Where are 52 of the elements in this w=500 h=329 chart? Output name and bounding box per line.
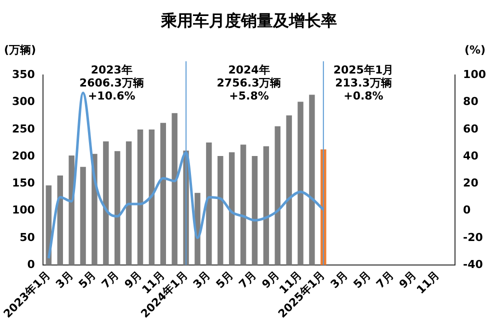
bar (263, 146, 270, 266)
bar (252, 156, 258, 266)
y2-tick-label: 60 (463, 122, 479, 136)
y-tick-label: 350 (12, 68, 36, 82)
bar (228, 152, 235, 266)
bar (103, 141, 109, 266)
bar (68, 155, 74, 266)
bar (160, 122, 166, 266)
x-tick-label: 7月 (99, 268, 122, 292)
bar (298, 102, 304, 266)
bar (126, 141, 132, 266)
y2-axis-title: (%) (464, 44, 486, 57)
y-tick-label: 0 (27, 258, 36, 271)
bar (148, 129, 155, 266)
y2-tick-label: 80 (463, 95, 479, 108)
bar (274, 126, 280, 266)
x-tick-label: 3月 (190, 268, 214, 292)
y2-tick-label: 100 (463, 68, 486, 82)
y-tick-label: 250 (12, 122, 36, 136)
x-tick-label: 7月 (374, 268, 396, 292)
bar (137, 129, 144, 266)
y2-tick-label: -20 (463, 230, 484, 244)
bar (309, 94, 315, 266)
y-tick-label: 300 (12, 95, 36, 108)
annotation: 2025年1月 213.3万辆 +0.8% (333, 64, 394, 103)
y2-tick-label: 40 (463, 149, 479, 162)
bar (286, 115, 292, 266)
y-tick-label: 150 (12, 176, 36, 190)
y-tick-label: 50 (20, 230, 36, 244)
bar (114, 151, 120, 266)
y-tick-label: 200 (12, 149, 36, 162)
x-tick-label: 11月 (414, 268, 442, 296)
y-axis-title: (万辆) (4, 44, 36, 57)
chart-title: 乘用车月度销量及增长率 (160, 10, 337, 30)
x-tick-label: 5月 (214, 268, 236, 292)
bar (218, 156, 224, 266)
bar (206, 142, 212, 266)
bar (172, 113, 178, 266)
bar (57, 176, 63, 266)
y2-tick-label: 20 (463, 176, 479, 190)
annotation: 2024年 2756.3万辆 +5.8% (216, 64, 282, 103)
y2-tick-label: 0 (463, 204, 472, 217)
y2-tick-label: -40 (463, 258, 484, 271)
x-tick-label: 3月 (328, 268, 350, 292)
x-tick-label: 5月 (350, 268, 374, 292)
x-tick-label: 7月 (236, 268, 259, 292)
bar (80, 166, 86, 266)
y-tick-label: 100 (12, 204, 36, 217)
x-tick-label: 5月 (76, 268, 99, 292)
x-tick-label: 3月 (53, 268, 76, 292)
bar (240, 144, 246, 266)
annotation: 2023年 2606.3万辆 +10.6% (79, 64, 144, 103)
